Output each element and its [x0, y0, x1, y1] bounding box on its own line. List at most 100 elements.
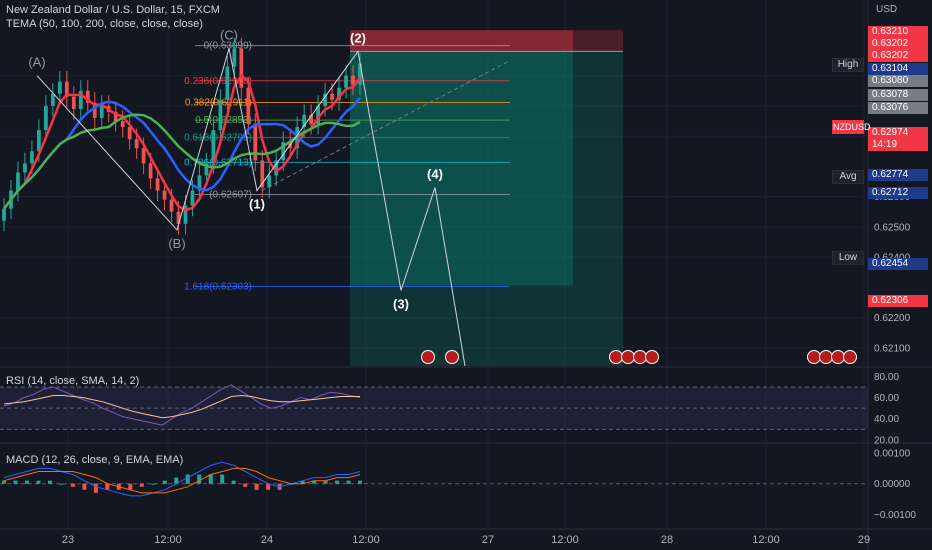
macd-tick-label: 0.00000	[874, 479, 911, 490]
rsi-tick-label: 60.00	[874, 393, 899, 404]
price-tag: 0.62454	[868, 258, 928, 270]
low-label: Low	[832, 251, 864, 265]
macd-histogram-bar	[139, 483, 144, 487]
macd-histogram-bar	[82, 483, 87, 490]
candle-body	[225, 66, 230, 100]
high-label: High	[832, 58, 864, 72]
us-event-flag-icon	[819, 350, 833, 364]
candle-body	[92, 102, 97, 118]
macd-histogram-bar	[323, 480, 328, 484]
candle-body	[71, 96, 76, 109]
candle-body	[30, 151, 34, 164]
candle-body	[155, 178, 160, 191]
candle-body	[344, 75, 348, 88]
candle-body	[162, 190, 167, 200]
rsi-ma-line	[3, 394, 360, 419]
us-event-flag-icon	[633, 350, 647, 364]
macd-histogram-bar	[220, 474, 225, 484]
price-tick-label: 0.62500	[874, 222, 911, 233]
time-tick-label: 12:00	[752, 534, 780, 546]
candle-body	[204, 163, 209, 176]
macd-histogram-bar	[312, 480, 317, 484]
candle-body	[351, 75, 355, 85]
price-tick-label: 0.62200	[874, 313, 911, 324]
avg-label: Avg	[832, 170, 864, 184]
wave-label: (2)	[350, 30, 366, 45]
fib-level-label: 0.618(0.62795)	[184, 133, 252, 144]
price-tag: 0.63076	[868, 102, 928, 114]
tema-200-line	[3, 113, 361, 210]
time-tick-label: 29	[858, 534, 870, 546]
target-zone	[350, 51, 573, 286]
projection-dashed-line	[261, 60, 511, 192]
candle-body	[330, 93, 334, 100]
macd-histogram-bar	[208, 474, 213, 484]
price-tag: 0.62712	[868, 187, 928, 199]
rsi-line	[3, 384, 361, 426]
wave-label: (A)	[28, 55, 45, 70]
candle-body	[260, 160, 265, 188]
candle-body	[274, 160, 279, 176]
macd-histogram-bar	[105, 483, 110, 490]
us-event-flag-icon	[609, 350, 623, 364]
candle-body	[2, 208, 6, 221]
us-event-flag-icon	[445, 350, 459, 364]
wave-label: (4)	[427, 167, 443, 182]
macd-histogram-bar	[162, 480, 167, 484]
macd-tick-label: 0.00100	[874, 449, 911, 460]
candle-body	[337, 87, 341, 100]
candle-body	[190, 190, 195, 206]
candle-body	[99, 105, 104, 118]
fib-level-label: 0.786(0.62713)	[184, 157, 252, 168]
macd-histogram-bar	[346, 480, 351, 484]
us-event-flag-icon	[621, 350, 635, 364]
candle-body	[50, 93, 55, 106]
time-tick-label: 12:00	[551, 534, 579, 546]
price-tag: 0.63080	[868, 75, 928, 87]
candle-body	[120, 120, 125, 128]
candle-body	[316, 105, 321, 125]
macd-histogram-bar	[266, 483, 271, 490]
price-tick-label: 0.62100	[874, 343, 911, 354]
price-tag: 0.63202	[868, 50, 928, 62]
candle-body	[64, 81, 69, 97]
macd-histogram-bar	[93, 483, 98, 493]
price-tag: 0.62974	[868, 127, 928, 139]
fib-level-label: 1.618(0.62303)	[184, 281, 252, 292]
candle-body	[23, 163, 27, 173]
time-tick-label: 23	[62, 534, 74, 546]
symbol-label: NZDUSD	[832, 120, 871, 134]
macd-histogram-bar	[335, 480, 340, 484]
candle-body	[267, 175, 272, 188]
macd-histogram-bar	[185, 474, 190, 484]
candle-body	[211, 130, 216, 164]
macd-histogram-bar	[231, 480, 236, 484]
wave-label: (B)	[168, 236, 185, 251]
wave-label: (C)	[220, 27, 238, 42]
macd-histogram-bar	[47, 480, 52, 484]
candle-body	[197, 175, 202, 191]
time-tick-label: 28	[661, 534, 673, 546]
candle-body	[281, 142, 286, 161]
price-tag: 0.63202	[868, 38, 928, 50]
fib-level-label: 0.236(0.62983)	[184, 76, 252, 87]
price-tag: 0.63104	[868, 63, 928, 75]
fib-level-label: 0(0.63099)	[204, 41, 252, 52]
macd-histogram-bar	[197, 474, 202, 484]
countdown-tag: 14:19	[868, 139, 928, 151]
candle-body	[141, 148, 146, 164]
macd-histogram-bar	[254, 483, 259, 490]
time-tick-label: 27	[482, 534, 494, 546]
candle-body	[43, 105, 48, 131]
macd-histogram-bar	[2, 480, 6, 484]
macd-tick-label: −0.00100	[874, 510, 916, 521]
rsi-tick-label: 80.00	[874, 372, 899, 383]
us-event-flag-icon	[843, 350, 857, 364]
rsi-tick-label: 20.00	[874, 435, 899, 446]
candle-body	[323, 93, 327, 106]
us-event-flag-icon	[807, 350, 821, 364]
macd-histogram-bar	[300, 480, 305, 484]
candle-body	[239, 48, 244, 88]
